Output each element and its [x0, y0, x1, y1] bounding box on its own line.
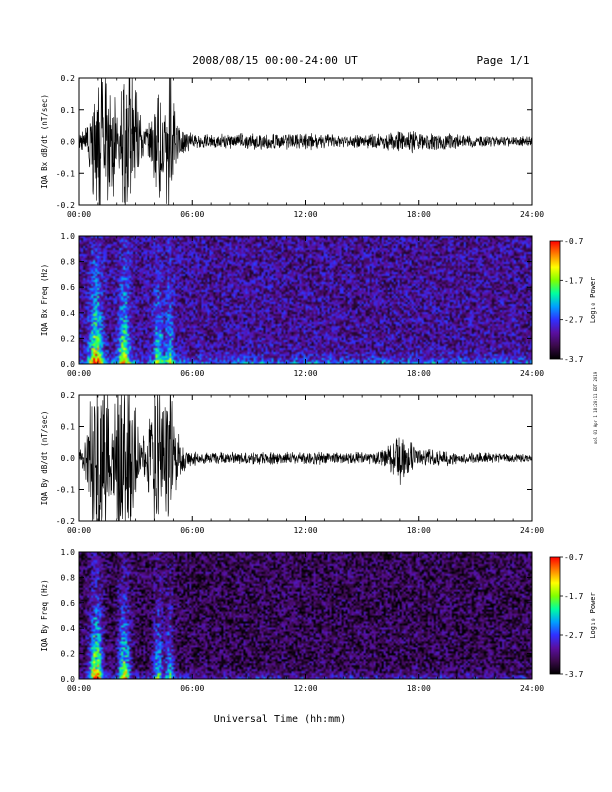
x-tick-label: 00:00 — [67, 684, 91, 693]
y-tick-label: 0.4 — [61, 309, 76, 318]
colorbar-label: Log₁₀ Power — [589, 592, 597, 638]
y-tick-label: 1.0 — [61, 548, 76, 557]
x-tick-label: 06:00 — [180, 210, 204, 219]
y-tick-label: 0.0 — [61, 454, 76, 463]
y-tick-label: 0.1 — [61, 106, 76, 115]
page-indicator: Page 1/1 — [477, 54, 530, 67]
panel-by-dbdt: -0.2 -0.1 0.0 0.1 0.2 IQA By dB/dt (nT/sec) 00… — [40, 391, 544, 535]
y-tick-label: -0.1 — [56, 486, 75, 495]
y-tick-label: 1.0 — [61, 232, 76, 241]
x-tick-label: 06:00 — [180, 526, 204, 535]
x-tick-label: 24:00 — [520, 369, 544, 378]
y-tick-label: 0.2 — [61, 391, 76, 400]
colorbar-tick-label: -0.7 — [564, 553, 583, 562]
x-tick-label: 00:00 — [67, 369, 91, 378]
y-tick-label: 0.0 — [61, 138, 76, 147]
y-tick-label: 0.2 — [61, 334, 76, 343]
x-tick-label: 06:00 — [180, 684, 204, 693]
y-axis-label: IQA Bx Freq (Hz) — [40, 264, 49, 336]
x-tick-label: 12:00 — [293, 684, 317, 693]
panel-bx-dbdt: -0.2 -0.1 0.0 0.1 0.2 IQA Bx dB/dt (nT/sec) 00… — [40, 74, 544, 219]
colorbar: -0.7 -1.7 -2.7 -3.7 Log₁₀ Power — [549, 237, 597, 364]
side-stamp: ool 01 Apr 1 18:20:11 EDT 2019 — [593, 371, 598, 444]
y-tick-label: 0.8 — [61, 573, 76, 582]
y-tick-label: 0.1 — [61, 423, 76, 432]
y-tick-label: 0.2 — [61, 74, 76, 83]
y-tick-label: 0.4 — [61, 624, 76, 633]
y-tick-label: 0.6 — [61, 599, 76, 608]
x-tick-label: 00:00 — [67, 526, 91, 535]
x-tick-label: 18:00 — [407, 526, 431, 535]
y-tick-label: 0.6 — [61, 283, 76, 292]
y-axis-label: IQA Bx dB/dt (nT/sec) — [40, 94, 49, 189]
colorbar-tick-label: -1.7 — [564, 592, 583, 601]
x-tick-label: 18:00 — [407, 684, 431, 693]
plot-title: 2008/08/15 00:00-24:00 UT — [192, 54, 358, 67]
x-tick-label: 18:00 — [407, 369, 431, 378]
colorbar-scale — [549, 556, 561, 675]
x-tick-label: 12:00 — [293, 210, 317, 219]
y-tick-label: -0.2 — [56, 517, 75, 526]
x-tick-label: 12:00 — [293, 526, 317, 535]
x-tick-label: 18:00 — [407, 210, 431, 219]
x-tick-label: 06:00 — [180, 369, 204, 378]
y-tick-label: 0.2 — [61, 650, 76, 659]
y-tick-label: -0.1 — [56, 169, 75, 178]
colorbar-label: Log₁₀ Power — [589, 277, 597, 323]
x-tick-label: 00:00 — [67, 210, 91, 219]
signal-trace — [79, 395, 532, 521]
y-axis-label: IQA By dB/dt (nT/sec) — [40, 411, 49, 506]
colorbar: -0.7 -1.7 -2.7 -3.7 Log₁₀ Power — [549, 553, 597, 679]
y-tick-label: -0.2 — [56, 201, 75, 210]
y-axis-label: IQA By Freq (Hz) — [40, 579, 49, 651]
colorbar-tick-label: -2.7 — [564, 631, 583, 640]
y-tick-label: 0.8 — [61, 258, 76, 267]
spectrogram-image — [79, 552, 532, 679]
spectrogram-image — [79, 236, 532, 364]
colorbar-tick-label: -3.7 — [564, 355, 583, 364]
signal-trace — [79, 78, 532, 205]
x-tick-label: 24:00 — [520, 210, 544, 219]
x-tick-label: 12:00 — [293, 369, 317, 378]
colorbar-tick-label: -2.7 — [564, 316, 583, 325]
y-tick-label: 0.0 — [61, 360, 76, 369]
colorbar-tick-label: -0.7 — [564, 237, 583, 246]
panel-bx-spectrogram: 0.0 0.2 0.4 0.6 0.8 1.0 IQA Bx Freq (Hz) 00:00 0… — [40, 232, 597, 378]
x-axis-title: Universal Time (hh:mm) — [214, 714, 346, 725]
colorbar-tick-label: -3.7 — [564, 670, 583, 679]
x-tick-label: 24:00 — [520, 684, 544, 693]
y-tick-label: 0.0 — [61, 675, 76, 684]
panel-by-spectrogram: 0.0 0.2 0.4 0.6 0.8 1.0 IQA By Freq (Hz) 00:00 0… — [40, 548, 597, 693]
x-tick-label: 24:00 — [520, 526, 544, 535]
colorbar-tick-label: -1.7 — [564, 276, 583, 285]
colorbar-scale — [549, 240, 561, 360]
